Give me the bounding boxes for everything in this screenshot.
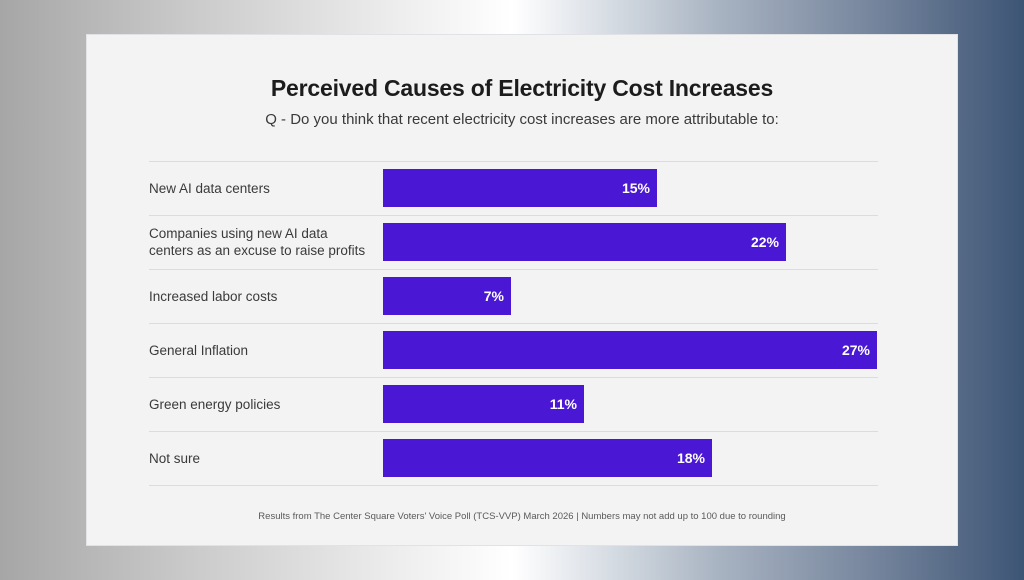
chart-footnote: Results from The Center Square Voters' V… [258, 511, 786, 522]
bar-value-label: 7% [483, 288, 504, 304]
bar [383, 439, 712, 477]
chart-subtitle: Q - Do you think that recent electricity… [265, 111, 779, 128]
bar-value-label: 11% [549, 396, 577, 412]
chart-title: Perceived Causes of Electricity Cost Inc… [270, 75, 774, 101]
category-label: General Inflation [149, 342, 249, 358]
category-label: Green energy policies [149, 396, 281, 412]
row-divider [149, 485, 878, 486]
bar [383, 331, 877, 369]
bar [383, 169, 657, 207]
category-label: New AI data centers [149, 180, 270, 196]
bar-value-label: 18% [676, 450, 705, 466]
bar [383, 223, 786, 261]
row-divider [149, 161, 878, 162]
row-divider [149, 215, 878, 216]
bar-value-label: 15% [621, 180, 650, 196]
category-label: Companies using new AI data centers as a… [149, 226, 366, 258]
bar-value-label: 27% [841, 342, 870, 358]
row-divider [149, 323, 878, 324]
category-label: Increased labor costs [149, 288, 278, 304]
row-divider [149, 431, 878, 432]
bar-value-label: 22% [750, 234, 779, 250]
row-divider [149, 269, 878, 270]
bar [383, 277, 511, 315]
bar-chart: New AI data centers 15% Companies using ne… [87, 35, 957, 545]
bar [383, 385, 584, 423]
chart-card: Perceived Causes of Electricity Cost Inc… [86, 34, 958, 546]
row-divider [149, 377, 878, 378]
category-label: Not sure [149, 450, 201, 466]
